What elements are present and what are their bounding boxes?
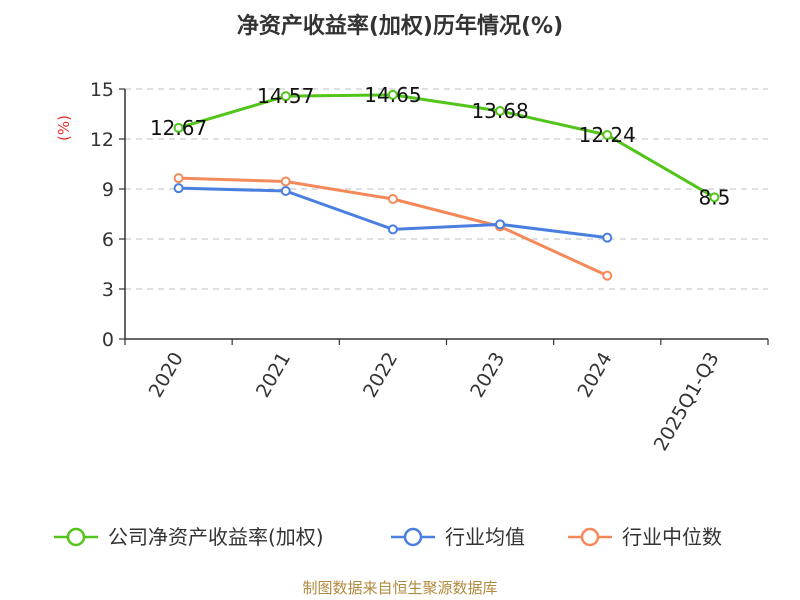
legend-label: 公司净资产收益率(加权): [108, 525, 324, 549]
data-point: [280, 91, 291, 102]
grid-lines: [125, 88, 768, 290]
legend-item-0[interactable]: 公司净资产收益率(加权): [54, 525, 324, 549]
data-label: 12.67: [150, 116, 207, 140]
legend-swatch-marker: [580, 527, 600, 547]
data-label: 14.57: [257, 84, 314, 108]
y-tick-label: 12: [90, 129, 114, 151]
y-tick-label: 0: [102, 329, 114, 351]
data-point: [173, 183, 184, 194]
series-0: [173, 89, 720, 203]
legend-label: 行业中位数: [622, 525, 722, 549]
data-labels: 12.67 14.57 14.65 13.68 12.24 8.5: [150, 83, 730, 209]
x-tick-label: 2020: [145, 349, 188, 402]
data-point: [280, 176, 291, 187]
data-point: [602, 232, 613, 243]
source-note: 制图数据来自恒生聚源数据库: [302, 579, 497, 597]
data-point: [173, 173, 184, 184]
data-point: [387, 224, 398, 235]
data-point: [495, 219, 506, 230]
x-tick-label: 2022: [359, 349, 402, 402]
series-line-0: [178, 93, 716, 199]
data-point: [495, 106, 506, 116]
data-point: [387, 89, 398, 100]
y-tick-label: 15: [90, 79, 114, 101]
series-layer: [173, 89, 720, 281]
series-1: [173, 183, 613, 243]
legend-swatch-marker: [403, 527, 423, 547]
data-point: [280, 186, 291, 196]
y-tick-label: 3: [102, 279, 114, 301]
data-point: [602, 270, 613, 281]
x-tick-label: 2023: [466, 349, 509, 402]
data-label: 13.68: [471, 99, 528, 123]
chart-title: 净资产收益率(加权)历年情况(%): [237, 13, 563, 39]
data-point: [709, 192, 720, 203]
data-label: 8.5: [699, 185, 731, 209]
data-label: 12.24: [579, 123, 636, 147]
legend-swatch-marker: [66, 527, 86, 547]
data-point: [602, 130, 613, 140]
legend[interactable]: 公司净资产收益率(加权) 行业均值 行业中位数: [54, 525, 722, 549]
data-point: [387, 194, 398, 204]
legend-item-1[interactable]: 行业均值: [391, 525, 525, 549]
legend-label: 行业均值: [445, 525, 525, 549]
x-tick-label: 2024: [573, 349, 616, 402]
y-tick-label: 6: [102, 229, 114, 251]
data-label: 14.65: [364, 83, 421, 107]
y-axis-label: (%): [55, 115, 73, 141]
x-tick-label: 2025Q1-Q3: [650, 349, 724, 455]
legend-item-2[interactable]: 行业中位数: [568, 525, 722, 549]
x-tick-label: 2021: [252, 349, 295, 402]
data-point: [173, 122, 184, 133]
y-tick-label: 9: [102, 179, 114, 201]
